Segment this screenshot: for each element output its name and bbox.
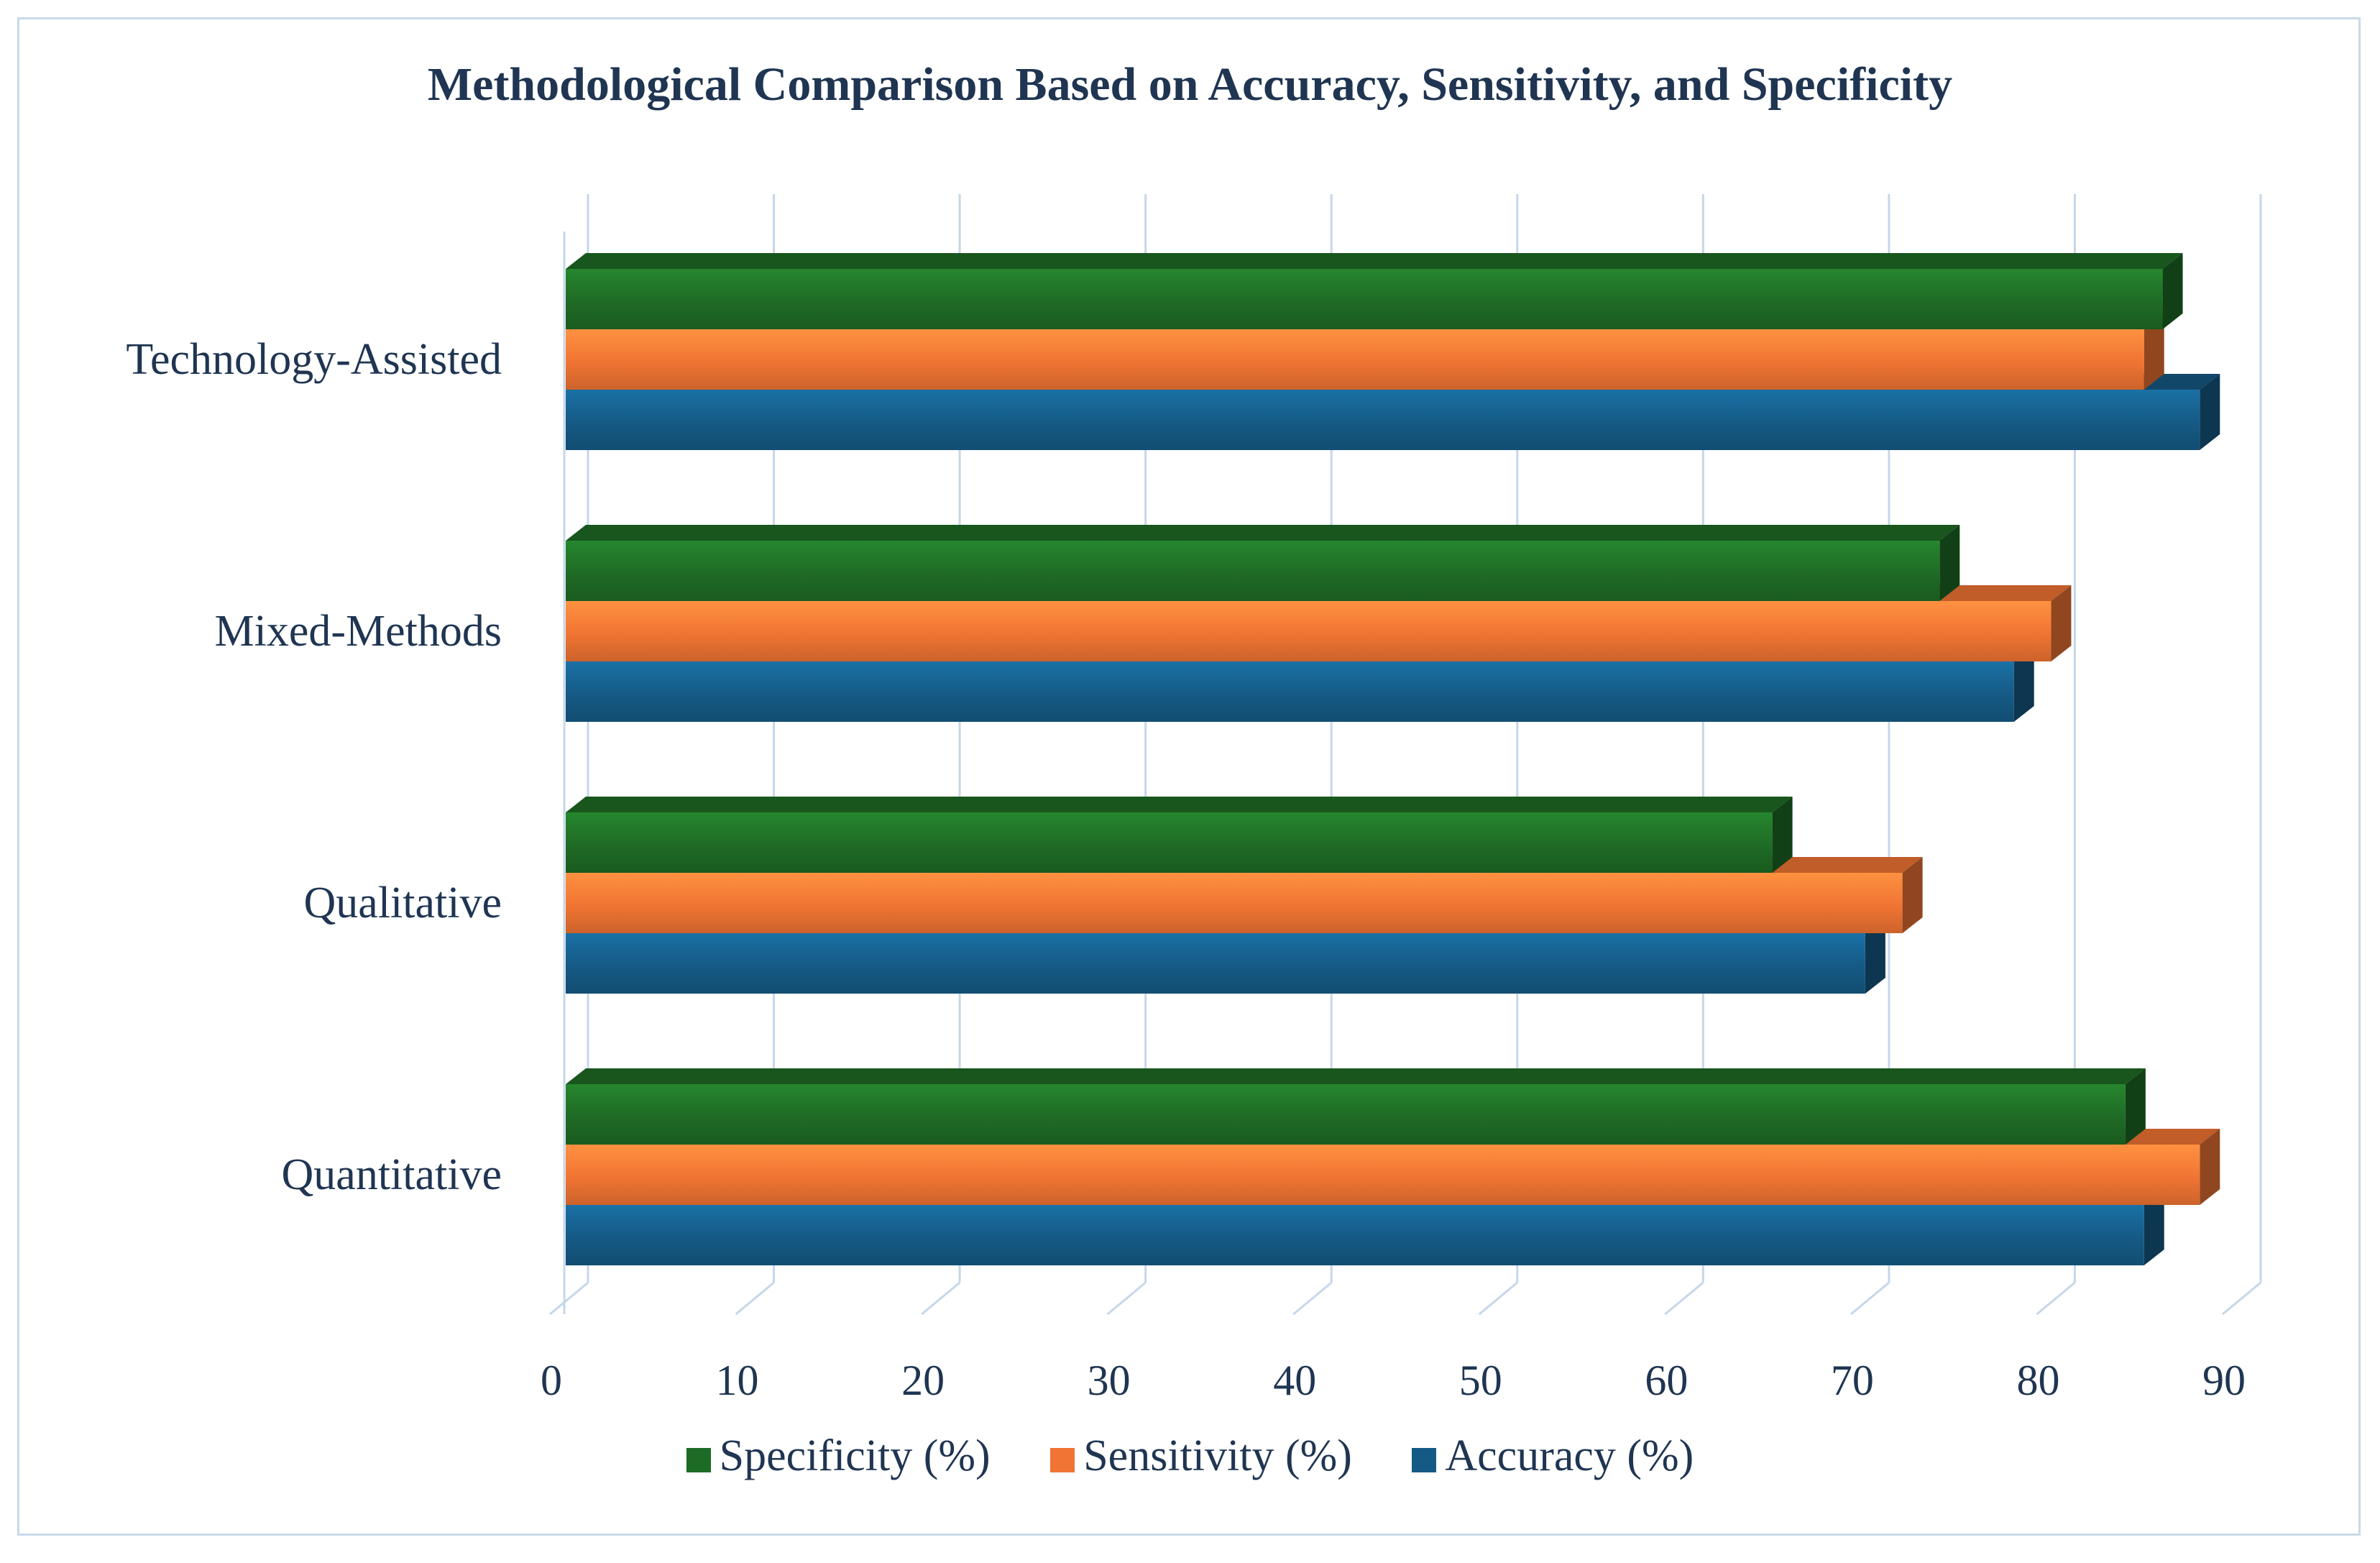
- floor-gridline: [1478, 1281, 1518, 1316]
- bar-specificity-mixed-methods: [566, 525, 1960, 601]
- floor-gridline: [2036, 1281, 2076, 1316]
- x-tick-label: 30: [1088, 1357, 1131, 1404]
- y-category-label: Mixed-Methods: [214, 607, 502, 656]
- legend-item-specificity: Specificity (%): [686, 1431, 991, 1482]
- legend-label-accuracy: Accuracy (%): [1445, 1431, 1694, 1480]
- bar-front-face: [566, 661, 2014, 722]
- bar-front-face: [566, 873, 1903, 933]
- y-category-label: Quantitative: [282, 1150, 502, 1199]
- floor-gridline: [735, 1281, 775, 1316]
- legend-item-sensitivity: Sensitivity (%): [1050, 1431, 1352, 1482]
- legend-label-specificity: Specificity (%): [719, 1431, 991, 1480]
- bar-front-face: [566, 390, 2200, 450]
- bar-top-face: [566, 253, 2183, 269]
- bars: [566, 253, 2220, 1265]
- bar-front-face: [566, 812, 1773, 873]
- bar-front-face: [566, 1205, 2144, 1265]
- axis-labels: 0 10 20 30 40 50 60 70 80 90 Technology-Assisted Mi…: [126, 335, 2246, 1404]
- bar-side-face: [2144, 313, 2164, 390]
- floor-gridline: [1664, 1281, 1704, 1316]
- floor-gridline: [1850, 1281, 1890, 1316]
- bar-side-face: [1939, 525, 1960, 601]
- bar-top-face: [566, 1068, 2146, 1084]
- legend-item-accuracy: Accuracy (%): [1412, 1431, 1694, 1482]
- bar-specificity-technology-assisted: [566, 253, 2183, 329]
- bar-side-face: [2125, 1068, 2146, 1145]
- x-tick-label: 60: [1645, 1357, 1688, 1404]
- floor-gridline: [1106, 1281, 1147, 1316]
- x-tick-label: 40: [1273, 1357, 1316, 1404]
- floor-gridline: [549, 1281, 589, 1316]
- x-tick-label: 50: [1459, 1357, 1502, 1404]
- bar-side-face: [2200, 1129, 2220, 1205]
- x-tick-label: 70: [1831, 1357, 1874, 1404]
- bar-front-face: [566, 933, 1865, 994]
- x-tick-label: 80: [2016, 1357, 2059, 1404]
- bar-side-face: [2162, 253, 2183, 329]
- x-tick-label: 90: [2202, 1357, 2246, 1404]
- legend-swatch-sensitivity: [1050, 1447, 1075, 1472]
- bar-top-face: [566, 797, 1793, 812]
- bar-front-face: [566, 541, 1940, 601]
- floor-gridline: [921, 1281, 961, 1316]
- x-tick-label: 10: [716, 1357, 759, 1404]
- floor-gridline: [2222, 1281, 2261, 1316]
- x-tick-label: 20: [901, 1357, 945, 1404]
- bar-front-face: [566, 601, 2052, 661]
- bar-side-face: [1772, 797, 1793, 873]
- y-category-label: Qualitative: [304, 879, 502, 927]
- bar-specificity-quantitative: [566, 1068, 2146, 1145]
- legend-swatch-specificity: [686, 1447, 711, 1472]
- bar-side-face: [2144, 1189, 2164, 1265]
- bar-front-face: [566, 269, 2163, 329]
- legend-label-sensitivity: Sensitivity (%): [1083, 1431, 1352, 1480]
- floor-gridline: [1292, 1281, 1333, 1316]
- bar-side-face: [1865, 917, 1885, 994]
- y-category-label: Technology-Assisted: [126, 335, 502, 384]
- bar-front-face: [566, 329, 2144, 390]
- bar-side-face: [2200, 374, 2220, 450]
- bar-top-face: [566, 525, 1960, 541]
- chart-title: Methodological Comparison Based on Accur…: [427, 58, 1953, 111]
- bar-side-face: [1902, 857, 1923, 933]
- x-tick-label: 0: [541, 1357, 562, 1404]
- bar-side-face: [2051, 585, 2072, 661]
- bar-front-face: [566, 1145, 2200, 1205]
- bar-specificity-qualitative: [566, 797, 1793, 873]
- bar-side-face: [2013, 646, 2034, 722]
- legend: Specificity (%) Sensitivity (%) Accuracy…: [0, 1431, 2380, 1482]
- bar-front-face: [566, 1084, 2126, 1145]
- legend-swatch-accuracy: [1412, 1447, 1437, 1472]
